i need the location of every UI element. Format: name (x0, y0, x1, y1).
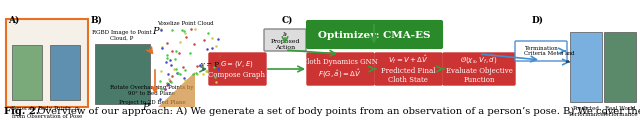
Text: v = P: v = P (200, 61, 219, 69)
Text: Project to 2D Bed Plane: Project to 2D Bed Plane (118, 100, 186, 105)
Text: $\mathcal{O}(\chi_s, V_f, \hat{d})$
Evaluate Objective
Function: $\mathcal{O}(\chi_s, V_f, \hat{d})$ Eval… (445, 54, 513, 84)
Text: Overview of our approach: A) We generate a set of body points from an observatio: Overview of our approach: A) We generate… (28, 107, 640, 116)
FancyBboxPatch shape (307, 53, 374, 85)
Text: $G = (V, E)$
Compose Graph: $G = (V, E)$ Compose Graph (209, 59, 266, 79)
Text: P: P (152, 27, 159, 36)
Text: Termination
Criteria Met: Termination Criteria Met (524, 46, 558, 56)
Text: Cloth Dynamics GNN
$F(G,\hat{a}) = \Delta\hat{V}$: Cloth Dynamics GNN $F(G,\hat{a}) = \Delt… (302, 58, 378, 80)
Text: Optimizer: CMA-ES: Optimizer: CMA-ES (317, 30, 430, 40)
Text: $V_f = V + \Delta\hat{V}$
Predicted Final
Cloth State: $V_f = V + \Delta\hat{V}$ Predicted Fina… (381, 54, 435, 84)
Text: $a$ and
$e$: $a$ and $e$ (559, 49, 577, 65)
Text: Real World
Performance: Real World Performance (602, 106, 638, 117)
FancyBboxPatch shape (209, 53, 266, 85)
FancyBboxPatch shape (443, 53, 515, 85)
Text: A): A) (8, 16, 19, 25)
Text: C): C) (282, 16, 293, 25)
Text: Predicted
Performance: Predicted Performance (568, 106, 604, 117)
Bar (95, 44, 150, 104)
Bar (604, 32, 636, 102)
Text: Generate Body Points, $p_c$,
from Observation of Pose: Generate Body Points, $p_c$, from Observ… (10, 104, 84, 119)
Bar (570, 32, 602, 102)
Text: Voxelize Point Cloud: Voxelize Point Cloud (157, 21, 213, 26)
Text: $\hat{a}$
Proposed
Action: $\hat{a}$ Proposed Action (270, 30, 300, 50)
Text: RGBD Image to Point
Cloud, P: RGBD Image to Point Cloud, P (92, 30, 152, 41)
FancyBboxPatch shape (264, 29, 306, 51)
Text: B): B) (91, 16, 103, 25)
Bar (12, 45, 42, 100)
FancyBboxPatch shape (515, 41, 567, 61)
Text: P': P' (142, 103, 151, 112)
Text: Rotate Overhanging Points by
90° to Bed Plane: Rotate Overhanging Points by 90° to Bed … (110, 85, 194, 96)
FancyBboxPatch shape (375, 53, 442, 85)
Bar (50, 45, 80, 100)
Bar (6, 19, 88, 107)
Text: D): D) (531, 16, 543, 25)
Polygon shape (158, 72, 195, 107)
FancyBboxPatch shape (307, 21, 442, 48)
Text: Fig. 2.: Fig. 2. (4, 107, 39, 116)
